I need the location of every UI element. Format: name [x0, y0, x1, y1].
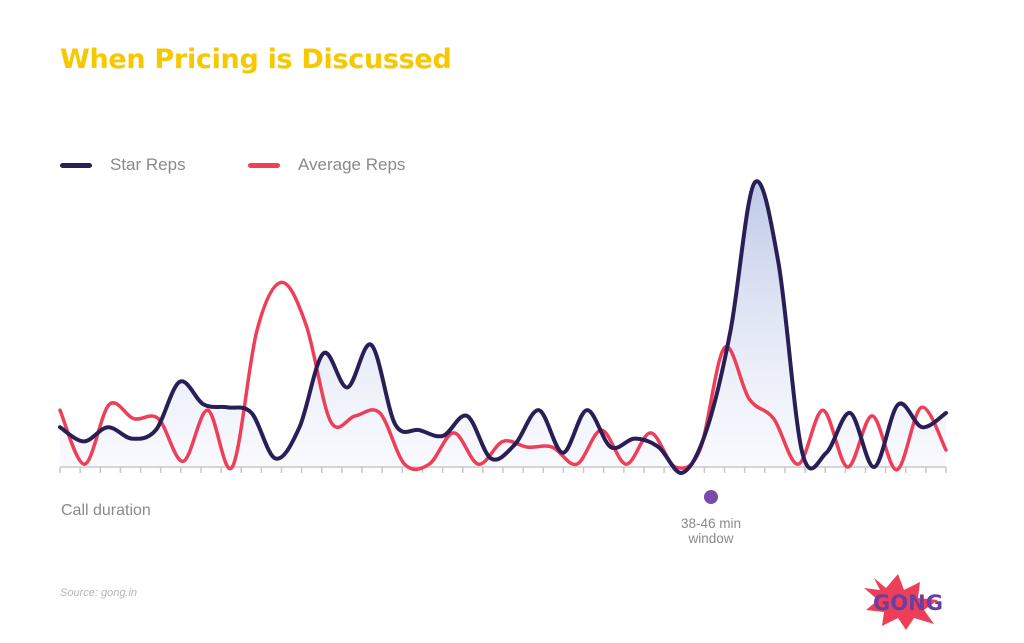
legend-label-average-reps: Average Reps — [298, 155, 406, 174]
x-axis-label: Call duration — [61, 502, 151, 519]
gong-burst-icon: GONG — [864, 574, 943, 630]
series-line-star-reps — [58, 179, 948, 475]
gong-logo-text: GONG — [873, 591, 943, 615]
gong-logo: GONG — [860, 572, 956, 632]
window-annotation-line2: window — [688, 531, 734, 546]
series-area-0 — [60, 181, 946, 473]
legend-swatch-star-reps — [60, 162, 92, 168]
legend-swatch-average-reps — [248, 162, 280, 168]
window-annotation-line1: 38-46 min — [680, 516, 742, 531]
source-note: Source: gong.in — [60, 587, 138, 599]
legend-label-star-reps: Star Reps — [110, 155, 186, 174]
chart-title: When Pricing is Discussed — [60, 44, 452, 75]
window-annotation-label: 38-46 min window — [660, 516, 762, 546]
legend-item-average-reps: Average Reps — [248, 155, 405, 175]
legend-item-star-reps: Star Reps — [60, 155, 186, 175]
series-line-average-reps — [58, 280, 948, 472]
window-marker-dot — [704, 490, 718, 504]
